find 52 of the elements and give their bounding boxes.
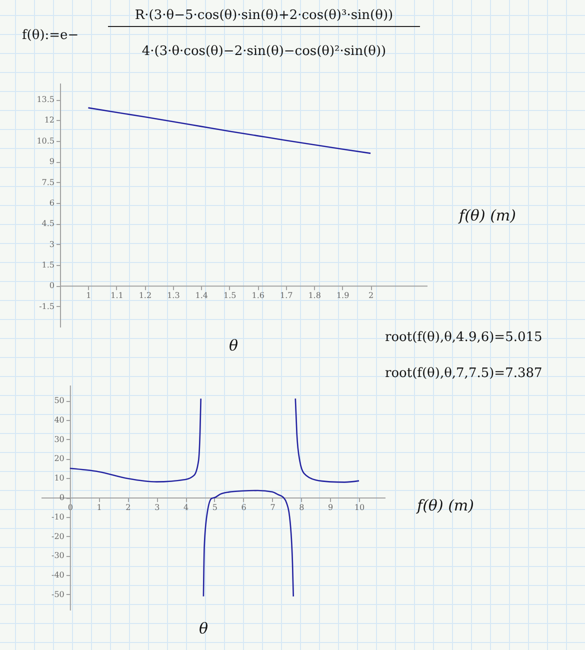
x-tick-label: 1.6 bbox=[252, 291, 264, 300]
y-tick-label: -10 bbox=[52, 512, 64, 522]
text: 4·(3·θ·cos(θ)−2·sin(θ)−cos(θ)²·sin(θ)) bbox=[140, 44, 388, 59]
x-tick-label: 10 bbox=[354, 503, 365, 512]
y-tick-label: 13.5 bbox=[36, 95, 54, 104]
y-tick-label: -30 bbox=[52, 551, 64, 560]
x-axis-title: θ bbox=[198, 620, 208, 638]
text: f(θ):=e− bbox=[22, 28, 79, 43]
y-axis-title: f(θ) (m) bbox=[416, 496, 474, 514]
y-tick-label: -40 bbox=[52, 570, 64, 580]
y-tick-label: 40 bbox=[54, 415, 64, 424]
y-tick-label: 50 bbox=[54, 396, 64, 406]
x-tick-label: 2 bbox=[126, 503, 131, 512]
y-tick-label: 10 bbox=[54, 474, 64, 483]
y-tick-label: -50 bbox=[52, 590, 64, 599]
y-tick-label: 9 bbox=[49, 157, 54, 166]
x-tick-label: 1.2 bbox=[138, 291, 152, 300]
y-tick-label: 10.5 bbox=[36, 136, 54, 146]
x-tick-label: 1 bbox=[86, 291, 92, 300]
y-tick-label: 6 bbox=[49, 198, 54, 208]
y-tick-label: 20 bbox=[54, 454, 64, 464]
x-tick-label: 9 bbox=[328, 503, 334, 512]
y-tick-label: 30 bbox=[54, 434, 64, 444]
x-tick-label: 3 bbox=[154, 503, 160, 512]
x-tick-label: 1.8 bbox=[308, 291, 321, 300]
x-tick-label: 4 bbox=[183, 503, 189, 512]
x-tick-label: 6 bbox=[241, 503, 246, 512]
x-tick-label: 8 bbox=[299, 503, 304, 512]
y-tick-label: 7.5 bbox=[42, 178, 54, 187]
x-axis-title: θ bbox=[228, 336, 238, 354]
text: R·(3·θ−5·cos(θ)·sin(θ)+2·cos(θ)³·sin(θ)) bbox=[108, 8, 420, 27]
y-tick-label: 3 bbox=[49, 240, 54, 249]
y-tick-label: 4.5 bbox=[42, 219, 54, 228]
x-tick-label: 1.1 bbox=[110, 291, 124, 300]
y-axis-title: f(θ) (m) bbox=[458, 206, 516, 224]
x-tick-label: 1.4 bbox=[195, 291, 208, 300]
x-tick-label: 1.7 bbox=[280, 291, 293, 300]
x-tick-label: 5 bbox=[212, 503, 218, 512]
x-tick-label: 1.3 bbox=[167, 291, 180, 300]
text: root(f(θ),θ,4.9,6)=5.015 bbox=[385, 330, 542, 345]
text: root(f(θ),θ,7,7.5)=7.387 bbox=[385, 366, 542, 381]
y-tick-label: 0 bbox=[49, 281, 54, 290]
y-tick-label: 1.5 bbox=[42, 260, 54, 270]
line-series bbox=[88, 107, 372, 154]
x-tick-label: 1.9 bbox=[336, 291, 350, 300]
x-tick-label: 7 bbox=[270, 503, 276, 512]
x-tick-label: 1 bbox=[96, 503, 102, 512]
x-tick-label: 2 bbox=[368, 291, 374, 300]
x-tick-label: 1.5 bbox=[224, 291, 236, 300]
y-tick-label: 12 bbox=[44, 116, 54, 125]
y-tick-label: -20 bbox=[52, 532, 64, 541]
y-tick-label: -1.5 bbox=[39, 302, 54, 311]
